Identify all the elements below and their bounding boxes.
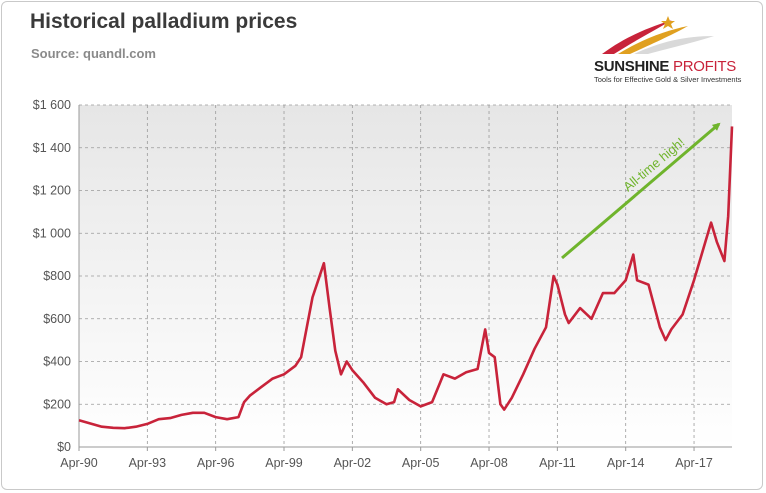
logo-swoosh-icon bbox=[602, 16, 714, 54]
sunshine-profits-logo: SUNSHINE PROFITS Tools for Effective Gol… bbox=[584, 14, 744, 86]
x-tick-label: Apr-17 bbox=[675, 456, 713, 470]
palladium-price-line bbox=[78, 126, 734, 430]
x-tick-label: Apr-11 bbox=[539, 456, 576, 470]
trend-arrow bbox=[561, 122, 721, 260]
x-tick-label: Apr-08 bbox=[470, 456, 508, 470]
x-tick-label: Apr-90 bbox=[60, 456, 98, 470]
x-tick-label: Apr-96 bbox=[197, 456, 235, 470]
y-tick-label: $200 bbox=[43, 397, 71, 411]
y-tick-labels: $0 $200 $400 $600 $800 $1 000 $1 200 $1 400 $1 6… bbox=[33, 98, 71, 454]
y-tick-label: $600 bbox=[43, 312, 71, 326]
chart-title: Historical palladium prices bbox=[30, 10, 298, 33]
x-tick-label: Apr-99 bbox=[265, 456, 303, 470]
x-tick-label: Apr-05 bbox=[402, 456, 440, 470]
y-tick-label: $1 000 bbox=[33, 226, 71, 240]
y-tick-label: $1 400 bbox=[33, 141, 71, 155]
y-tick-label: $1 200 bbox=[33, 184, 71, 198]
logo-name-part1: SUNSHINE bbox=[594, 58, 670, 75]
series-layer bbox=[78, 126, 734, 430]
logo-name-part2: PROFITS bbox=[669, 58, 736, 75]
x-tick-label: Apr-14 bbox=[607, 456, 645, 470]
x-tick-labels: Apr-90 Apr-93 Apr-96 Apr-99 Apr-02 Apr-05 Apr-… bbox=[60, 447, 713, 470]
y-tick-label: $400 bbox=[43, 355, 71, 369]
x-tick-label: Apr-93 bbox=[129, 456, 167, 470]
y-tick-label: $0 bbox=[57, 440, 71, 454]
logo-wordmark: SUNSHINE PROFITS bbox=[594, 58, 736, 75]
axes bbox=[78, 105, 732, 448]
x-tick-label: Apr-02 bbox=[334, 456, 372, 470]
grid bbox=[79, 104, 732, 447]
chart-subtitle: Source: quandl.com bbox=[31, 46, 156, 61]
y-tick-label: $1 600 bbox=[33, 98, 71, 112]
y-tick-label: $800 bbox=[43, 269, 71, 283]
logo-tagline: Tools for Effective Gold & Silver Invest… bbox=[594, 75, 742, 84]
